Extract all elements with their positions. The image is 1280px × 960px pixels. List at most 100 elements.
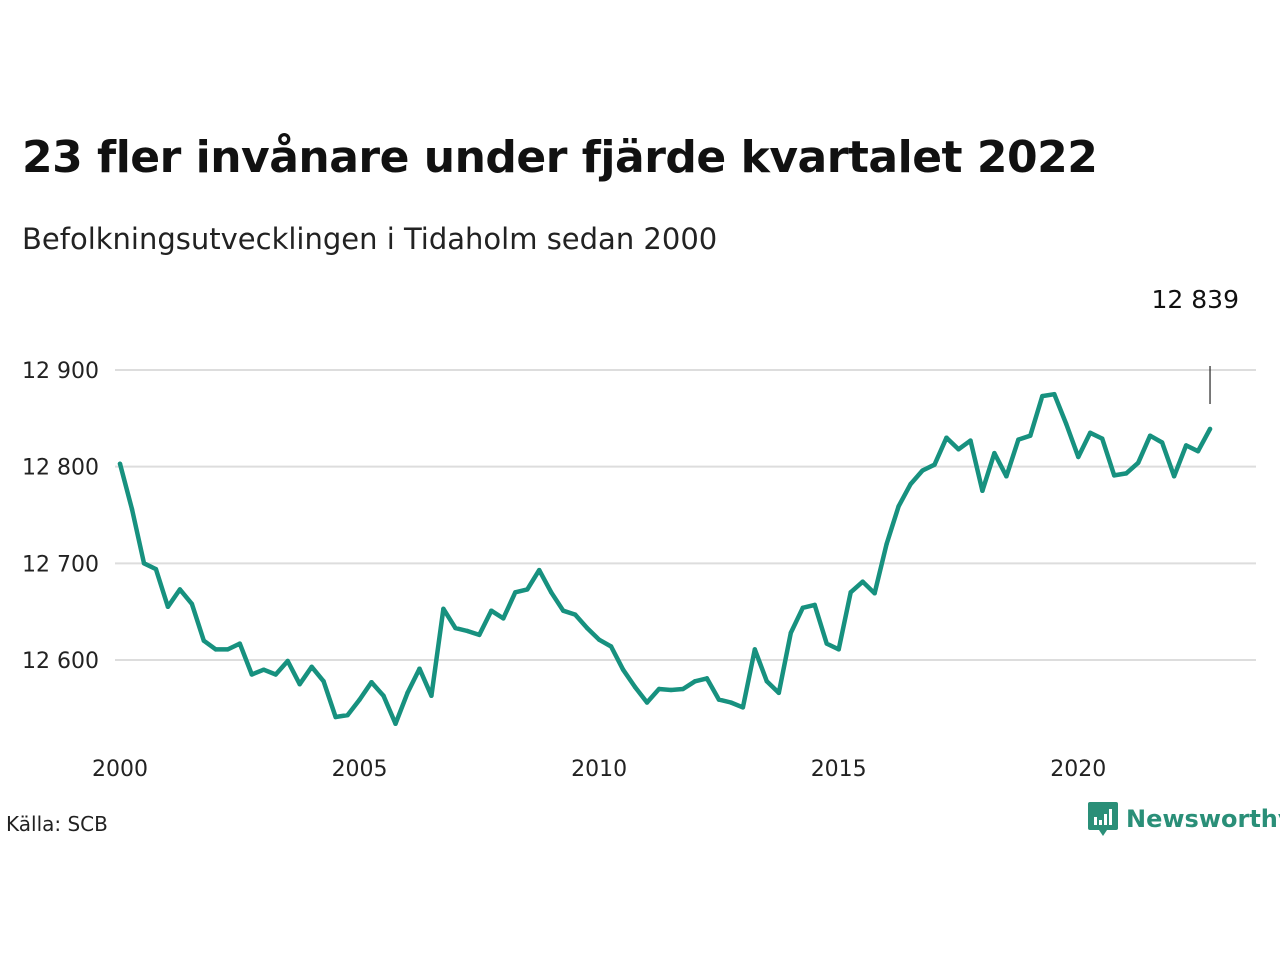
data-point	[896, 504, 901, 509]
data-point	[860, 579, 865, 584]
data-point	[237, 641, 242, 646]
data-point	[501, 616, 506, 621]
data-point	[213, 647, 219, 652]
data-point	[572, 612, 578, 617]
data-point	[309, 664, 314, 669]
source-label: Källa: SCB	[6, 812, 108, 836]
data-point	[932, 462, 937, 467]
data-point	[824, 641, 829, 646]
x-tick-label: 2010	[571, 757, 627, 782]
data-point	[369, 680, 374, 685]
data-point	[201, 638, 207, 643]
x-tick-label: 2005	[332, 757, 388, 782]
last-value-label: 12 839	[1152, 285, 1239, 314]
data-point	[417, 666, 422, 671]
data-point	[680, 686, 686, 692]
y-axis-labels: 12 600 12 700 12 800 12 900	[22, 359, 99, 674]
y-tick-label: 12 600	[22, 649, 99, 674]
data-point	[716, 697, 722, 702]
data-point	[1064, 421, 1069, 427]
data-point	[273, 672, 278, 677]
data-point	[656, 686, 662, 692]
data-point	[620, 667, 626, 672]
data-point	[1052, 391, 1057, 397]
x-axis-labels: 2000 2005 2010 2015 2020	[92, 757, 1106, 782]
data-point	[800, 605, 805, 610]
data-point	[441, 606, 446, 611]
data-point	[884, 541, 889, 547]
data-point	[788, 630, 793, 636]
data-point	[764, 679, 770, 684]
data-point	[908, 481, 913, 487]
chart-title: 23 fler invånare under fjärde kvartalet …	[22, 132, 1098, 183]
grid-lines	[115, 369, 1256, 661]
chart-subtitle: Befolkningsutvecklingen i Tidaholm sedan…	[22, 222, 718, 256]
data-point	[668, 687, 674, 693]
data-point	[453, 625, 458, 631]
data-point	[1147, 433, 1153, 438]
data-point	[728, 700, 734, 705]
data-point	[704, 676, 710, 681]
data-point	[848, 590, 853, 595]
data-point	[165, 604, 171, 610]
brand-logo[interactable]: Newsworthy	[1088, 802, 1280, 836]
data-point	[596, 637, 602, 642]
data-point	[129, 507, 135, 512]
data-point	[489, 608, 494, 613]
data-point	[608, 644, 614, 649]
data-point	[1207, 426, 1213, 432]
data-point	[177, 587, 183, 592]
data-point	[297, 681, 302, 687]
x-tick-label: 2020	[1050, 757, 1106, 782]
data-point	[944, 435, 949, 440]
newsworthy-logo-icon	[1088, 802, 1118, 836]
data-point	[549, 590, 554, 595]
data-point	[141, 561, 147, 566]
data-point	[153, 566, 159, 572]
data-point	[189, 601, 195, 607]
data-point	[321, 679, 326, 684]
data-point	[1076, 454, 1081, 460]
data-point	[992, 450, 997, 456]
data-point	[1100, 436, 1105, 441]
data-point	[393, 721, 398, 726]
data-point	[1016, 437, 1021, 442]
data-point	[1183, 443, 1189, 448]
data-point	[1135, 460, 1141, 465]
data-point	[513, 590, 518, 595]
data-point	[872, 591, 877, 596]
data-point	[1159, 440, 1165, 445]
last-value-annotation: 12 839	[1152, 285, 1239, 404]
series-line-group	[117, 391, 1213, 727]
data-point	[836, 647, 841, 652]
data-point	[405, 690, 410, 696]
data-point	[1028, 433, 1033, 438]
data-point	[537, 567, 542, 573]
data-point	[1040, 393, 1045, 399]
data-point	[692, 679, 698, 684]
data-point	[920, 468, 925, 473]
data-point	[345, 712, 350, 718]
data-point	[956, 447, 961, 452]
data-point	[333, 714, 338, 720]
data-point	[429, 693, 434, 698]
data-point	[225, 647, 231, 652]
series-line	[117, 391, 1213, 727]
data-point	[525, 587, 530, 592]
data-point	[740, 705, 746, 710]
y-tick-label: 12 900	[22, 359, 99, 384]
data-point	[465, 628, 470, 634]
y-tick-label: 12 800	[22, 456, 99, 481]
data-point	[812, 602, 817, 608]
data-point	[980, 488, 985, 494]
data-point	[1171, 474, 1177, 479]
data-point	[776, 690, 782, 696]
data-point	[117, 461, 123, 466]
data-point	[1123, 471, 1129, 476]
data-point	[285, 658, 290, 664]
data-point	[644, 700, 650, 705]
data-point	[249, 672, 254, 677]
data-point	[1195, 449, 1201, 454]
x-tick-label: 2000	[92, 757, 148, 782]
